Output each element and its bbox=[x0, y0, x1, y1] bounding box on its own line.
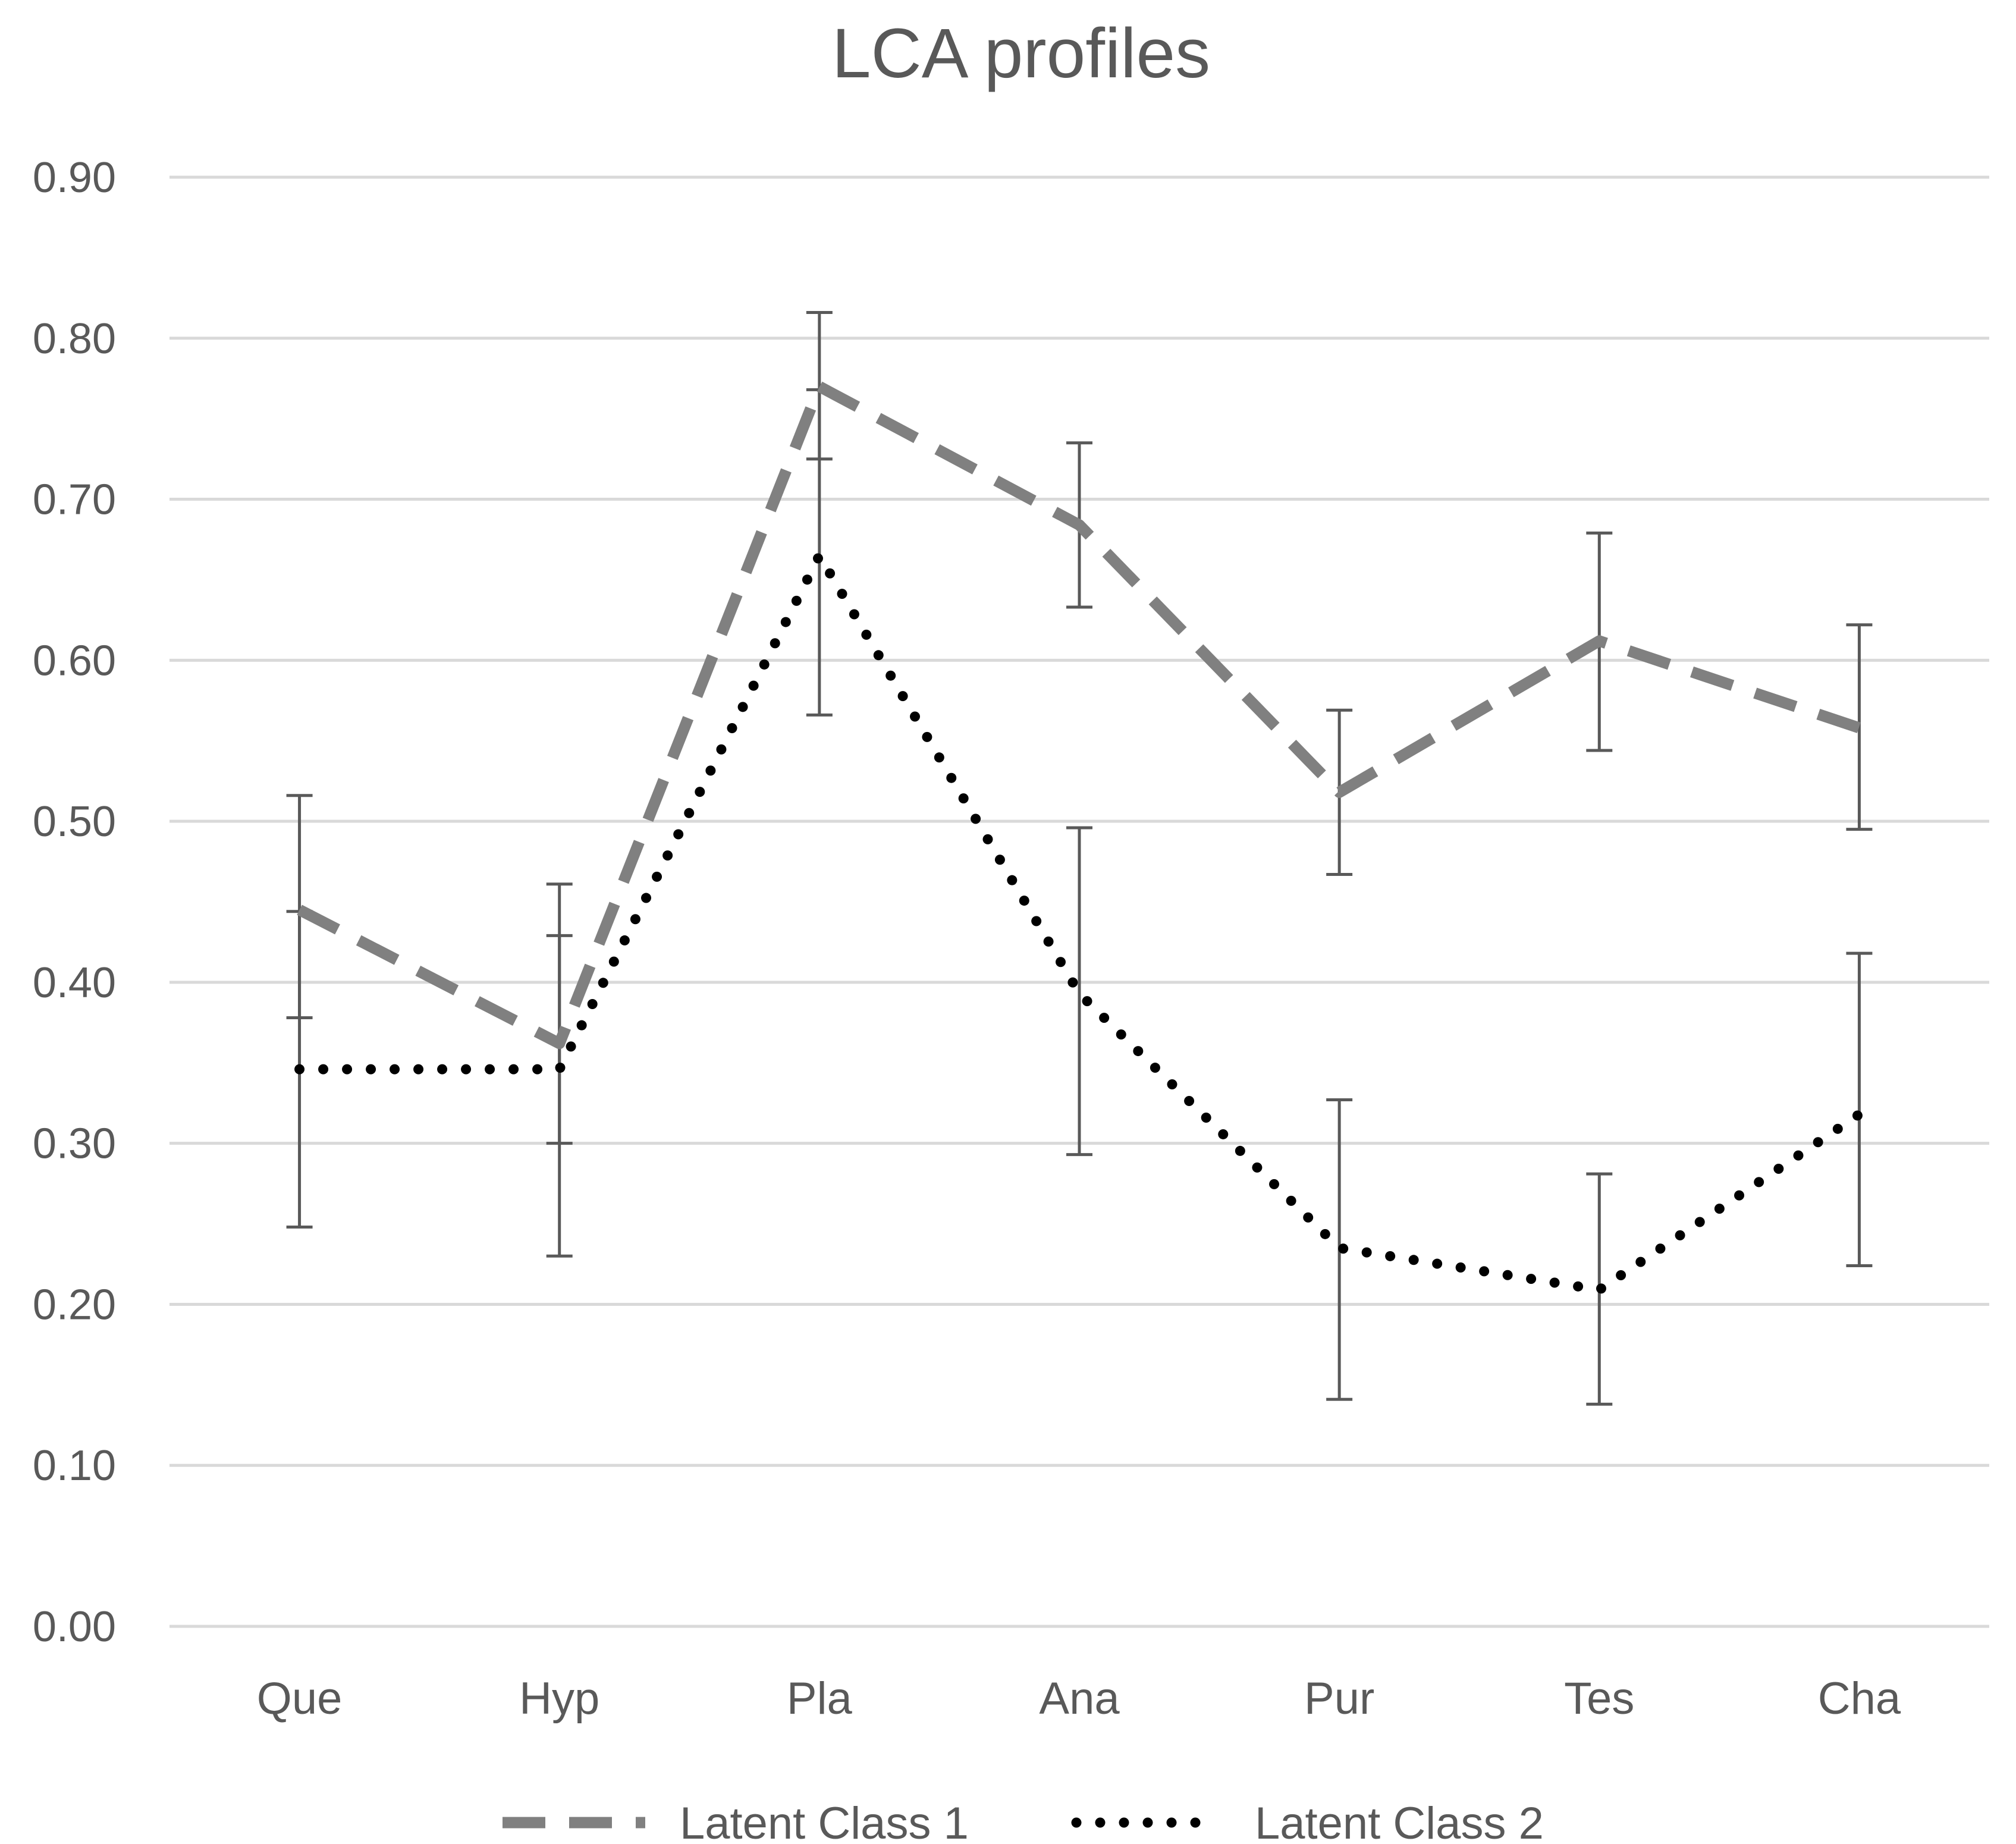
x-tick-label: Pur bbox=[1304, 1673, 1374, 1724]
y-tick-label: 0.50 bbox=[33, 798, 116, 846]
x-tick-label: Hyp bbox=[519, 1673, 599, 1724]
y-tick-label: 0.40 bbox=[33, 959, 116, 1007]
x-tick-label: Cha bbox=[1818, 1673, 1901, 1724]
y-tick-label: 0.90 bbox=[33, 154, 116, 202]
y-axis-tick-labels: 0.00 0.10 0.20 0.30 0.40 0.50 0.60 0.70 0.80 0.90 bbox=[33, 154, 116, 1651]
error-bar bbox=[1846, 623, 1873, 831]
series-line-latent-class-2 bbox=[294, 550, 1864, 1295]
x-tick-label: Pla bbox=[787, 1673, 853, 1724]
y-tick-label: 0.10 bbox=[33, 1442, 116, 1490]
legend-label: Latent Class 2 bbox=[1255, 1798, 1544, 1844]
y-tick-label: 0.20 bbox=[33, 1281, 116, 1328]
y-tick-label: 0.30 bbox=[33, 1120, 116, 1168]
y-tick-label: 0.80 bbox=[33, 315, 116, 363]
x-tick-label: Que bbox=[257, 1673, 343, 1724]
legend-item: Latent Class 2 bbox=[1071, 1798, 1544, 1844]
error-bar bbox=[1846, 951, 1873, 1267]
error-bar bbox=[806, 388, 833, 717]
chart-title: LCA profiles bbox=[832, 14, 1210, 93]
y-tick-label: 0.60 bbox=[33, 637, 116, 684]
legend-item: Latent Class 1 bbox=[503, 1798, 969, 1844]
series-lines bbox=[294, 381, 1864, 1295]
legend-label: Latent Class 1 bbox=[680, 1798, 969, 1844]
x-axis-tick-labels: Que Hyp Pla Ana Pur Tes Cha bbox=[257, 1673, 1901, 1724]
x-tick-label: Tes bbox=[1564, 1673, 1634, 1724]
y-tick-label: 0.00 bbox=[33, 1603, 116, 1651]
error-bar bbox=[1066, 826, 1092, 1157]
x-tick-label: Ana bbox=[1039, 1673, 1120, 1724]
series-line-latent-class-1 bbox=[297, 381, 1861, 1050]
error-bars bbox=[286, 310, 1873, 1406]
y-tick-label: 0.70 bbox=[33, 476, 116, 524]
legend: Latent Class 1 Latent Class 2 bbox=[503, 1798, 1544, 1844]
